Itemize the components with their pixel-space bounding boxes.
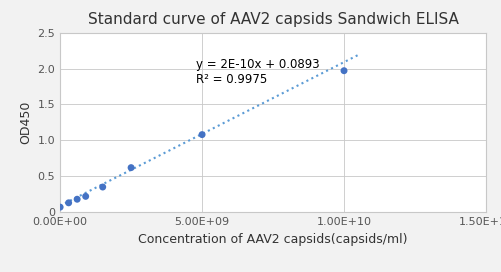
Title: Standard curve of AAV2 capsids Sandwich ELISA: Standard curve of AAV2 capsids Sandwich … [88,12,458,27]
Point [127,165,135,170]
Point [82,194,90,199]
Point [198,132,206,137]
Point [99,185,107,189]
Point [73,197,81,201]
Point [56,205,64,209]
Point [65,201,73,205]
Y-axis label: OD450: OD450 [19,101,32,144]
X-axis label: Concentration of AAV2 capsids(capsids/ml): Concentration of AAV2 capsids(capsids/ml… [138,233,408,246]
Text: y = 2E-10x + 0.0893
R² = 0.9975: y = 2E-10x + 0.0893 R² = 0.9975 [196,58,320,86]
Point [340,69,348,73]
